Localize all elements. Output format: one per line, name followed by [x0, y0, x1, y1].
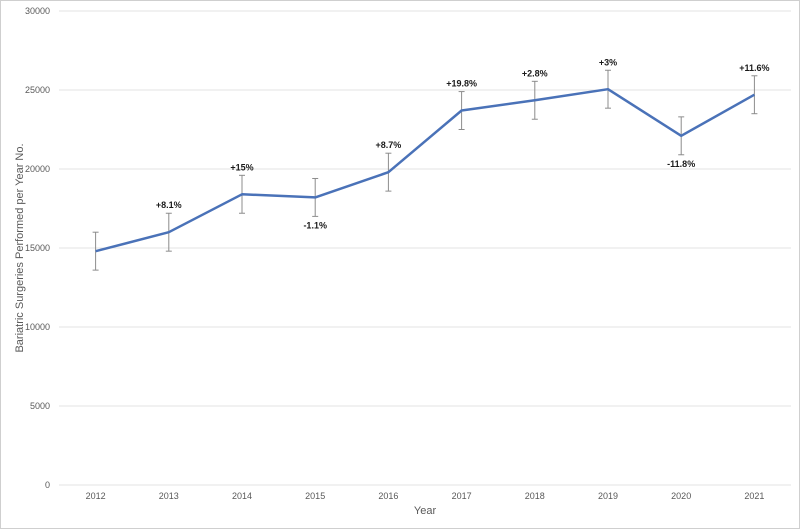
x-tick-label: 2013	[159, 491, 179, 501]
x-tick-label: 2019	[598, 491, 618, 501]
y-tick-label: 30000	[25, 6, 50, 16]
y-tick-label: 0	[45, 480, 50, 490]
grid-lines	[59, 10, 791, 486]
x-tick-label: 2020	[671, 491, 691, 501]
x-tick-label: 2012	[86, 491, 106, 501]
y-tick-labels: 0 5000 10000 15000 20000 25000 30000	[25, 6, 50, 490]
y-tick-label: 15000	[25, 243, 50, 253]
data-label: +15%	[230, 162, 253, 172]
y-axis-title: Bariatric Surgeries Performed per Year N…	[14, 143, 26, 352]
data-label: +2.8%	[522, 68, 548, 78]
series-line	[95, 87, 756, 253]
data-labels: +8.1% +15% -1.1% +8.7% +19.8% +2.8% +3% -11.8% +…	[156, 57, 770, 230]
error-bars	[92, 69, 758, 271]
data-label: +19.8%	[446, 79, 477, 89]
data-label: +8.7%	[376, 140, 402, 150]
y-tick-label: 5000	[30, 401, 50, 411]
y-tick-label: 10000	[25, 322, 50, 332]
x-tick-label: 2016	[378, 491, 398, 501]
x-tick-label: 2021	[744, 491, 764, 501]
data-label: +3%	[599, 57, 617, 67]
data-label: +8.1%	[156, 200, 182, 210]
y-tick-label: 20000	[25, 164, 50, 174]
x-tick-label: 2014	[232, 491, 252, 501]
x-tick-labels: 2012 2013 2014 2015 2016 2017 2018 2019 2020 2021	[86, 491, 765, 501]
data-label: +11.6%	[739, 63, 769, 73]
data-label: -1.1%	[303, 220, 327, 230]
x-tick-label: 2015	[305, 491, 325, 501]
y-tick-label: 25000	[25, 85, 50, 95]
x-tick-label: 2018	[525, 491, 545, 501]
x-axis-title: Year	[414, 505, 437, 517]
data-label: -11.8%	[667, 159, 695, 169]
x-tick-label: 2017	[452, 491, 472, 501]
